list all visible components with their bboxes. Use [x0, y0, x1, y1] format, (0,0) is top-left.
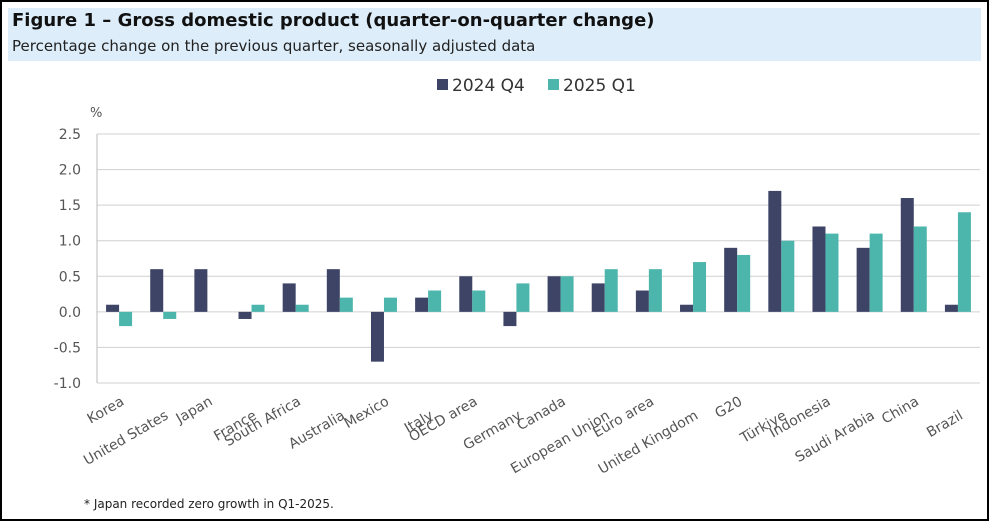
chart-title: Figure 1 – Gross domestic product (quart… [12, 10, 655, 31]
y-tick-label: -0.5 [54, 340, 81, 356]
title-box [8, 8, 981, 61]
bar [900, 198, 914, 312]
bar [503, 311, 517, 327]
bar [812, 226, 826, 312]
bar [383, 297, 397, 312]
bar [415, 297, 429, 312]
bar [238, 311, 252, 319]
bar [428, 290, 442, 312]
bar [693, 262, 707, 312]
bar [825, 233, 839, 312]
legend-swatch [548, 79, 559, 90]
y-axis-label: % [90, 106, 102, 121]
bar [768, 190, 782, 312]
legend-swatch [437, 79, 448, 90]
bar [194, 269, 208, 312]
bar [516, 283, 530, 312]
bar [648, 269, 662, 312]
bar [944, 304, 958, 312]
bar [737, 254, 751, 312]
chart-subtitle: Percentage change on the previous quarte… [12, 37, 535, 55]
bar [604, 269, 618, 312]
bar [370, 311, 384, 362]
bar [106, 304, 120, 312]
bar [459, 276, 473, 312]
bar [282, 283, 296, 312]
bar [326, 269, 340, 312]
bar [560, 276, 574, 312]
bar [724, 247, 738, 312]
y-tick-label: 1.0 [59, 234, 81, 250]
y-tick-label: -1.0 [54, 376, 81, 392]
bar [957, 212, 971, 312]
bar [869, 233, 883, 312]
bar [781, 240, 795, 312]
y-tick-label: 1.5 [59, 198, 81, 214]
y-tick-label: 0.0 [59, 305, 81, 321]
bar [251, 304, 265, 312]
legend-label: 2024 Q4 [452, 76, 525, 96]
y-tick-label: 0.5 [59, 269, 81, 285]
bar [856, 247, 870, 312]
bar [119, 311, 133, 327]
bar [680, 304, 694, 312]
bar [339, 297, 353, 312]
bar [591, 283, 605, 312]
bar [547, 276, 561, 312]
y-tick-label: 2.0 [59, 163, 81, 179]
legend-label: 2025 Q1 [563, 76, 636, 96]
footnote: * Japan recorded zero growth in Q1-2025. [84, 497, 334, 511]
y-tick-label: 2.5 [59, 127, 81, 143]
bar [295, 304, 309, 312]
bar [163, 311, 177, 319]
bar [913, 226, 927, 312]
bar [150, 269, 164, 312]
bar [472, 290, 486, 312]
bar [635, 290, 649, 312]
